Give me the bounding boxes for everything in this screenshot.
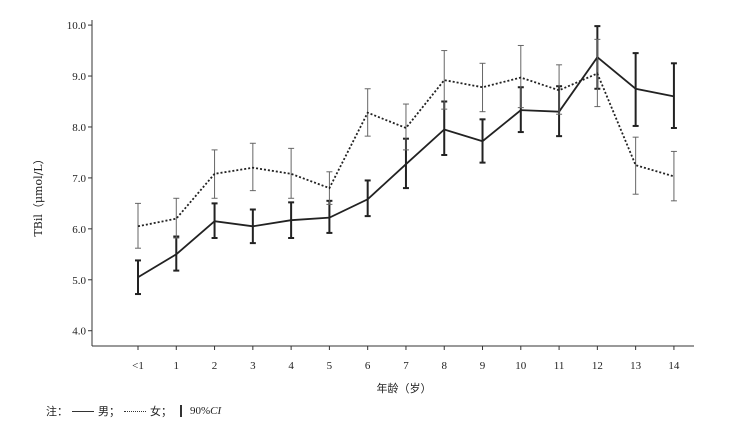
axes xyxy=(91,20,694,347)
note-ci-italic: CI xyxy=(210,405,222,417)
ci-bar-sample xyxy=(180,405,182,417)
y-tick-label: 5.0 xyxy=(72,275,86,287)
x-tick-label: 13 xyxy=(630,360,642,372)
male-line-sample xyxy=(72,410,94,412)
female-line-sample xyxy=(124,410,146,412)
x-tick-label: 12 xyxy=(592,360,603,372)
x-tick-label: 4 xyxy=(288,360,294,372)
y-tick-label: 8.0 xyxy=(72,122,86,134)
x-tick-label: 8 xyxy=(441,360,447,372)
note-ci-label: 90%CI xyxy=(190,405,221,417)
y-axis-title: TBil（μmol/L） xyxy=(32,153,45,236)
note-male-label: 男； xyxy=(98,405,120,418)
x-axis-title: 年龄（岁） xyxy=(377,381,432,395)
x-tick-label: 9 xyxy=(480,360,486,372)
series-male xyxy=(135,25,677,296)
x-tick-label: 3 xyxy=(250,360,256,372)
x-tick-label: 6 xyxy=(365,360,371,372)
series-layer xyxy=(135,25,677,296)
y-tick-label: 4.0 xyxy=(72,326,86,338)
note-prefix: 注： xyxy=(46,405,68,418)
series-female xyxy=(135,38,677,249)
x-tick-label: 10 xyxy=(515,360,527,372)
x-tick-label: 1 xyxy=(174,360,180,372)
y-tick-label: 9.0 xyxy=(72,71,86,83)
x-tick-label: 5 xyxy=(327,360,333,372)
x-tick-label: 2 xyxy=(212,360,218,372)
note-ci-number: 90% xyxy=(190,405,211,417)
x-tick-label: 7 xyxy=(403,360,409,372)
series-line xyxy=(137,55,675,279)
chart-note: 注： 男； 女； 90%CI xyxy=(46,403,221,419)
y-ticks: 4.0 5.0 6.0 7.0 8.0 9.0 10.0 xyxy=(67,20,92,338)
y-tick-label: 6.0 xyxy=(72,224,86,236)
y-tick-label: 10.0 xyxy=(67,20,87,32)
x-ticks: <1 1 2 3 4 5 6 7 8 9 10 11 12 13 14 xyxy=(132,346,680,372)
y-tick-label: 7.0 xyxy=(72,173,86,185)
note-female-label: 女； xyxy=(150,405,172,418)
x-tick-label: <1 xyxy=(132,360,144,372)
x-tick-label: 11 xyxy=(554,360,565,372)
x-tick-label: 14 xyxy=(668,360,680,372)
